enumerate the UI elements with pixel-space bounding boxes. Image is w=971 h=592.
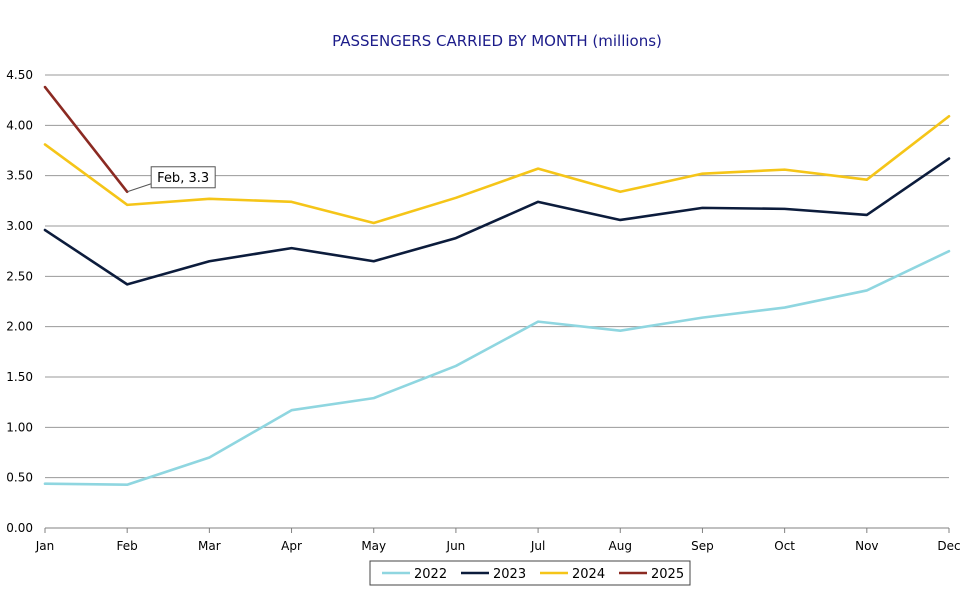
- x-tick-label: Sep: [691, 539, 714, 553]
- x-tick-label: Jul: [530, 539, 545, 553]
- legend-label-2024: 2024: [572, 567, 605, 582]
- grid: [45, 74, 949, 529]
- series-line-2023: [43, 157, 951, 286]
- x-tick-label: Jan: [35, 539, 55, 553]
- x-tick-label: Feb: [117, 539, 138, 553]
- y-tick-label: 3.00: [6, 219, 33, 233]
- x-tick-label: Dec: [937, 539, 960, 553]
- y-axis-ticks: 0.00 0.50 1.00 1.50 2.00 2.50 3.00 3.50 4.00 4.50: [6, 68, 33, 535]
- y-tick-label: 3.50: [6, 169, 33, 183]
- y-tick-label: 4.00: [6, 118, 33, 132]
- x-tick-label: Nov: [855, 539, 878, 553]
- x-tick-label: May: [361, 539, 386, 553]
- series-line-2022: [43, 249, 951, 487]
- y-tick-label: 0.50: [6, 471, 33, 485]
- chart-title: PASSENGERS CARRIED BY MONTH (millions): [332, 32, 662, 50]
- annotation-box: [150, 166, 216, 189]
- legend-label-2022: 2022: [414, 567, 447, 582]
- y-tick-label: 2.00: [6, 320, 33, 334]
- series-line-2025: [43, 85, 129, 194]
- y-tick-label: 1.00: [6, 420, 33, 434]
- y-tick-label: 0.00: [6, 521, 33, 535]
- x-tick-label: Apr: [281, 539, 302, 553]
- series-lines: [43, 85, 951, 487]
- x-axis-ticks: Jan Feb Mar Apr May Jun Jul Aug Sep Oct Nov Dec: [35, 528, 961, 553]
- annotations: Feb, 3.3: [127, 166, 216, 193]
- x-tick-label: Mar: [198, 539, 221, 553]
- legend-label-2023: 2023: [493, 567, 526, 582]
- y-tick-label: 1.50: [6, 370, 33, 384]
- annotation-label: Feb, 3.3: [157, 171, 209, 186]
- series-line-2024: [43, 114, 951, 225]
- legend-label-2025: 2025: [651, 567, 684, 582]
- x-tick-label: Aug: [609, 539, 632, 553]
- x-tick-label: Jun: [446, 539, 466, 553]
- legend: 2022 2023 2024 2025: [369, 560, 691, 586]
- y-tick-label: 2.50: [6, 269, 33, 283]
- annotation-leader: [127, 183, 152, 193]
- y-tick-label: 4.50: [6, 68, 33, 82]
- x-tick-label: Oct: [774, 539, 795, 553]
